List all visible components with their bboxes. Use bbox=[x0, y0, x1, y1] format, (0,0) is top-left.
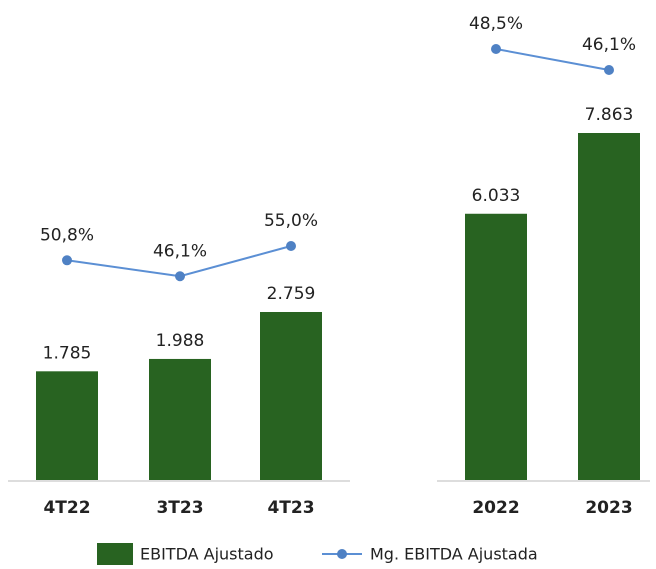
legend-label: EBITDA Ajustado bbox=[140, 545, 274, 564]
line-marker bbox=[604, 65, 614, 75]
data-label: 46,1% bbox=[582, 35, 636, 55]
legend-swatch bbox=[97, 543, 133, 565]
line-marker bbox=[491, 44, 501, 54]
line-marker bbox=[286, 241, 296, 251]
line-marker bbox=[62, 255, 72, 266]
bar bbox=[149, 358, 211, 480]
data-label: 46,1% bbox=[153, 241, 207, 261]
x-tick-label: 3T23 bbox=[156, 498, 203, 518]
x-tick-label: 2022 bbox=[472, 498, 519, 518]
legend-label: Mg. EBITDA Ajustada bbox=[370, 545, 538, 564]
line-marker bbox=[175, 271, 185, 282]
data-label: 7.863 bbox=[585, 105, 634, 125]
x-tick-label: 4T23 bbox=[267, 498, 314, 518]
data-label: 50,8% bbox=[40, 225, 94, 245]
data-label: 6.033 bbox=[472, 186, 521, 206]
x-tick-label: 2023 bbox=[585, 498, 632, 518]
bar bbox=[465, 213, 527, 480]
bar bbox=[260, 312, 322, 480]
data-label: 55,0% bbox=[264, 211, 318, 231]
data-label: 48,5% bbox=[469, 14, 523, 34]
x-tick-label: 4T22 bbox=[43, 498, 90, 518]
data-label: 1.988 bbox=[156, 331, 205, 351]
bar bbox=[36, 371, 98, 480]
legend-marker bbox=[337, 549, 347, 559]
line bbox=[495, 48, 610, 71]
data-label: 2.759 bbox=[267, 284, 316, 304]
data-label: 1.785 bbox=[43, 343, 92, 363]
bar bbox=[578, 133, 640, 480]
